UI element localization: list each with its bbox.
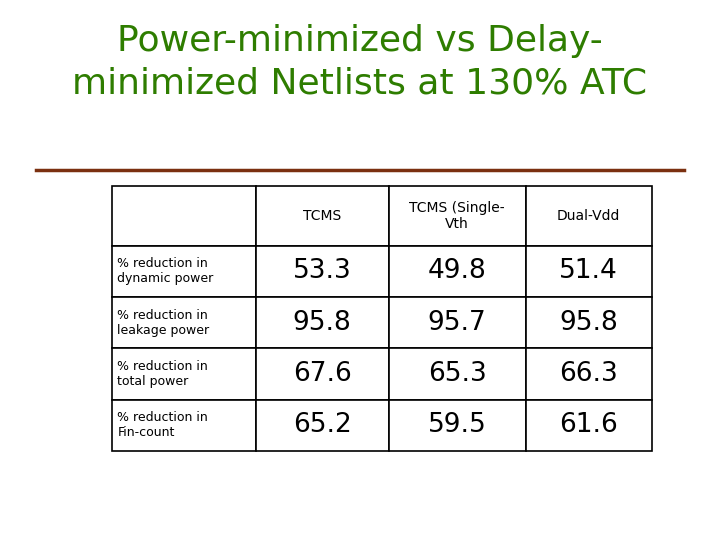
- Text: % reduction in
total power: % reduction in total power: [117, 360, 208, 388]
- Text: TCMS (Single-
Vth: TCMS (Single- Vth: [410, 201, 505, 231]
- Text: Power-minimized vs Delay-
minimized Netlists at 130% ATC: Power-minimized vs Delay- minimized Netl…: [73, 24, 647, 100]
- Text: Dual-Vdd: Dual-Vdd: [557, 209, 621, 223]
- Text: 59.5: 59.5: [428, 412, 487, 438]
- Text: 95.7: 95.7: [428, 309, 487, 336]
- Text: 51.4: 51.4: [559, 258, 618, 285]
- Text: 53.3: 53.3: [293, 258, 351, 285]
- Text: 65.2: 65.2: [293, 412, 351, 438]
- Text: TCMS: TCMS: [303, 209, 341, 223]
- Text: 49.8: 49.8: [428, 258, 487, 285]
- Text: % reduction in
leakage power: % reduction in leakage power: [117, 309, 210, 336]
- Text: % reduction in
dynamic power: % reduction in dynamic power: [117, 258, 214, 285]
- Text: 67.6: 67.6: [293, 361, 351, 387]
- Text: 65.3: 65.3: [428, 361, 487, 387]
- Text: 95.8: 95.8: [293, 309, 351, 336]
- Text: 66.3: 66.3: [559, 361, 618, 387]
- Text: 95.8: 95.8: [559, 309, 618, 336]
- Text: % reduction in
Fin-count: % reduction in Fin-count: [117, 411, 208, 439]
- Text: 61.6: 61.6: [559, 412, 618, 438]
